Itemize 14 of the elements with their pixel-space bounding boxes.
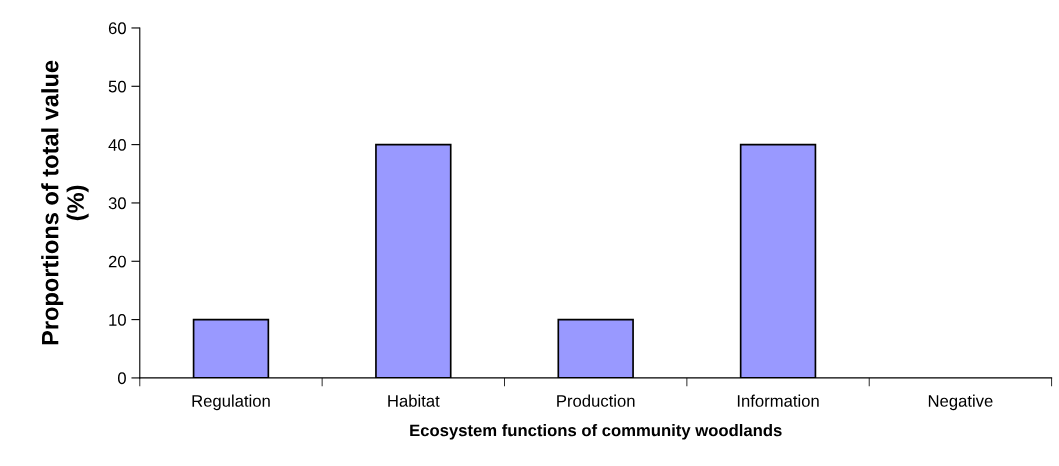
y-axis-title: Proportions of total value (%) [41,60,89,345]
y-tick-label: 0 [117,372,126,385]
y-tick-label: 50 [108,80,126,93]
x-axis-title: Ecosystem functions of community woodlands [410,424,782,440]
y-tick-label: 60 [108,22,126,35]
y-tick-label: 10 [109,314,126,326]
x-tick-label: Production [557,394,635,407]
x-tick-label: Information [737,394,819,407]
y-tick-label: 30 [108,197,126,210]
x-tick-label: Negative [928,394,993,411]
x-tick-label: Regulation [192,394,270,411]
y-tick-label: 20 [108,255,126,268]
y-tick-label: 40 [108,139,126,151]
x-tick-label: Habitat [388,394,440,407]
